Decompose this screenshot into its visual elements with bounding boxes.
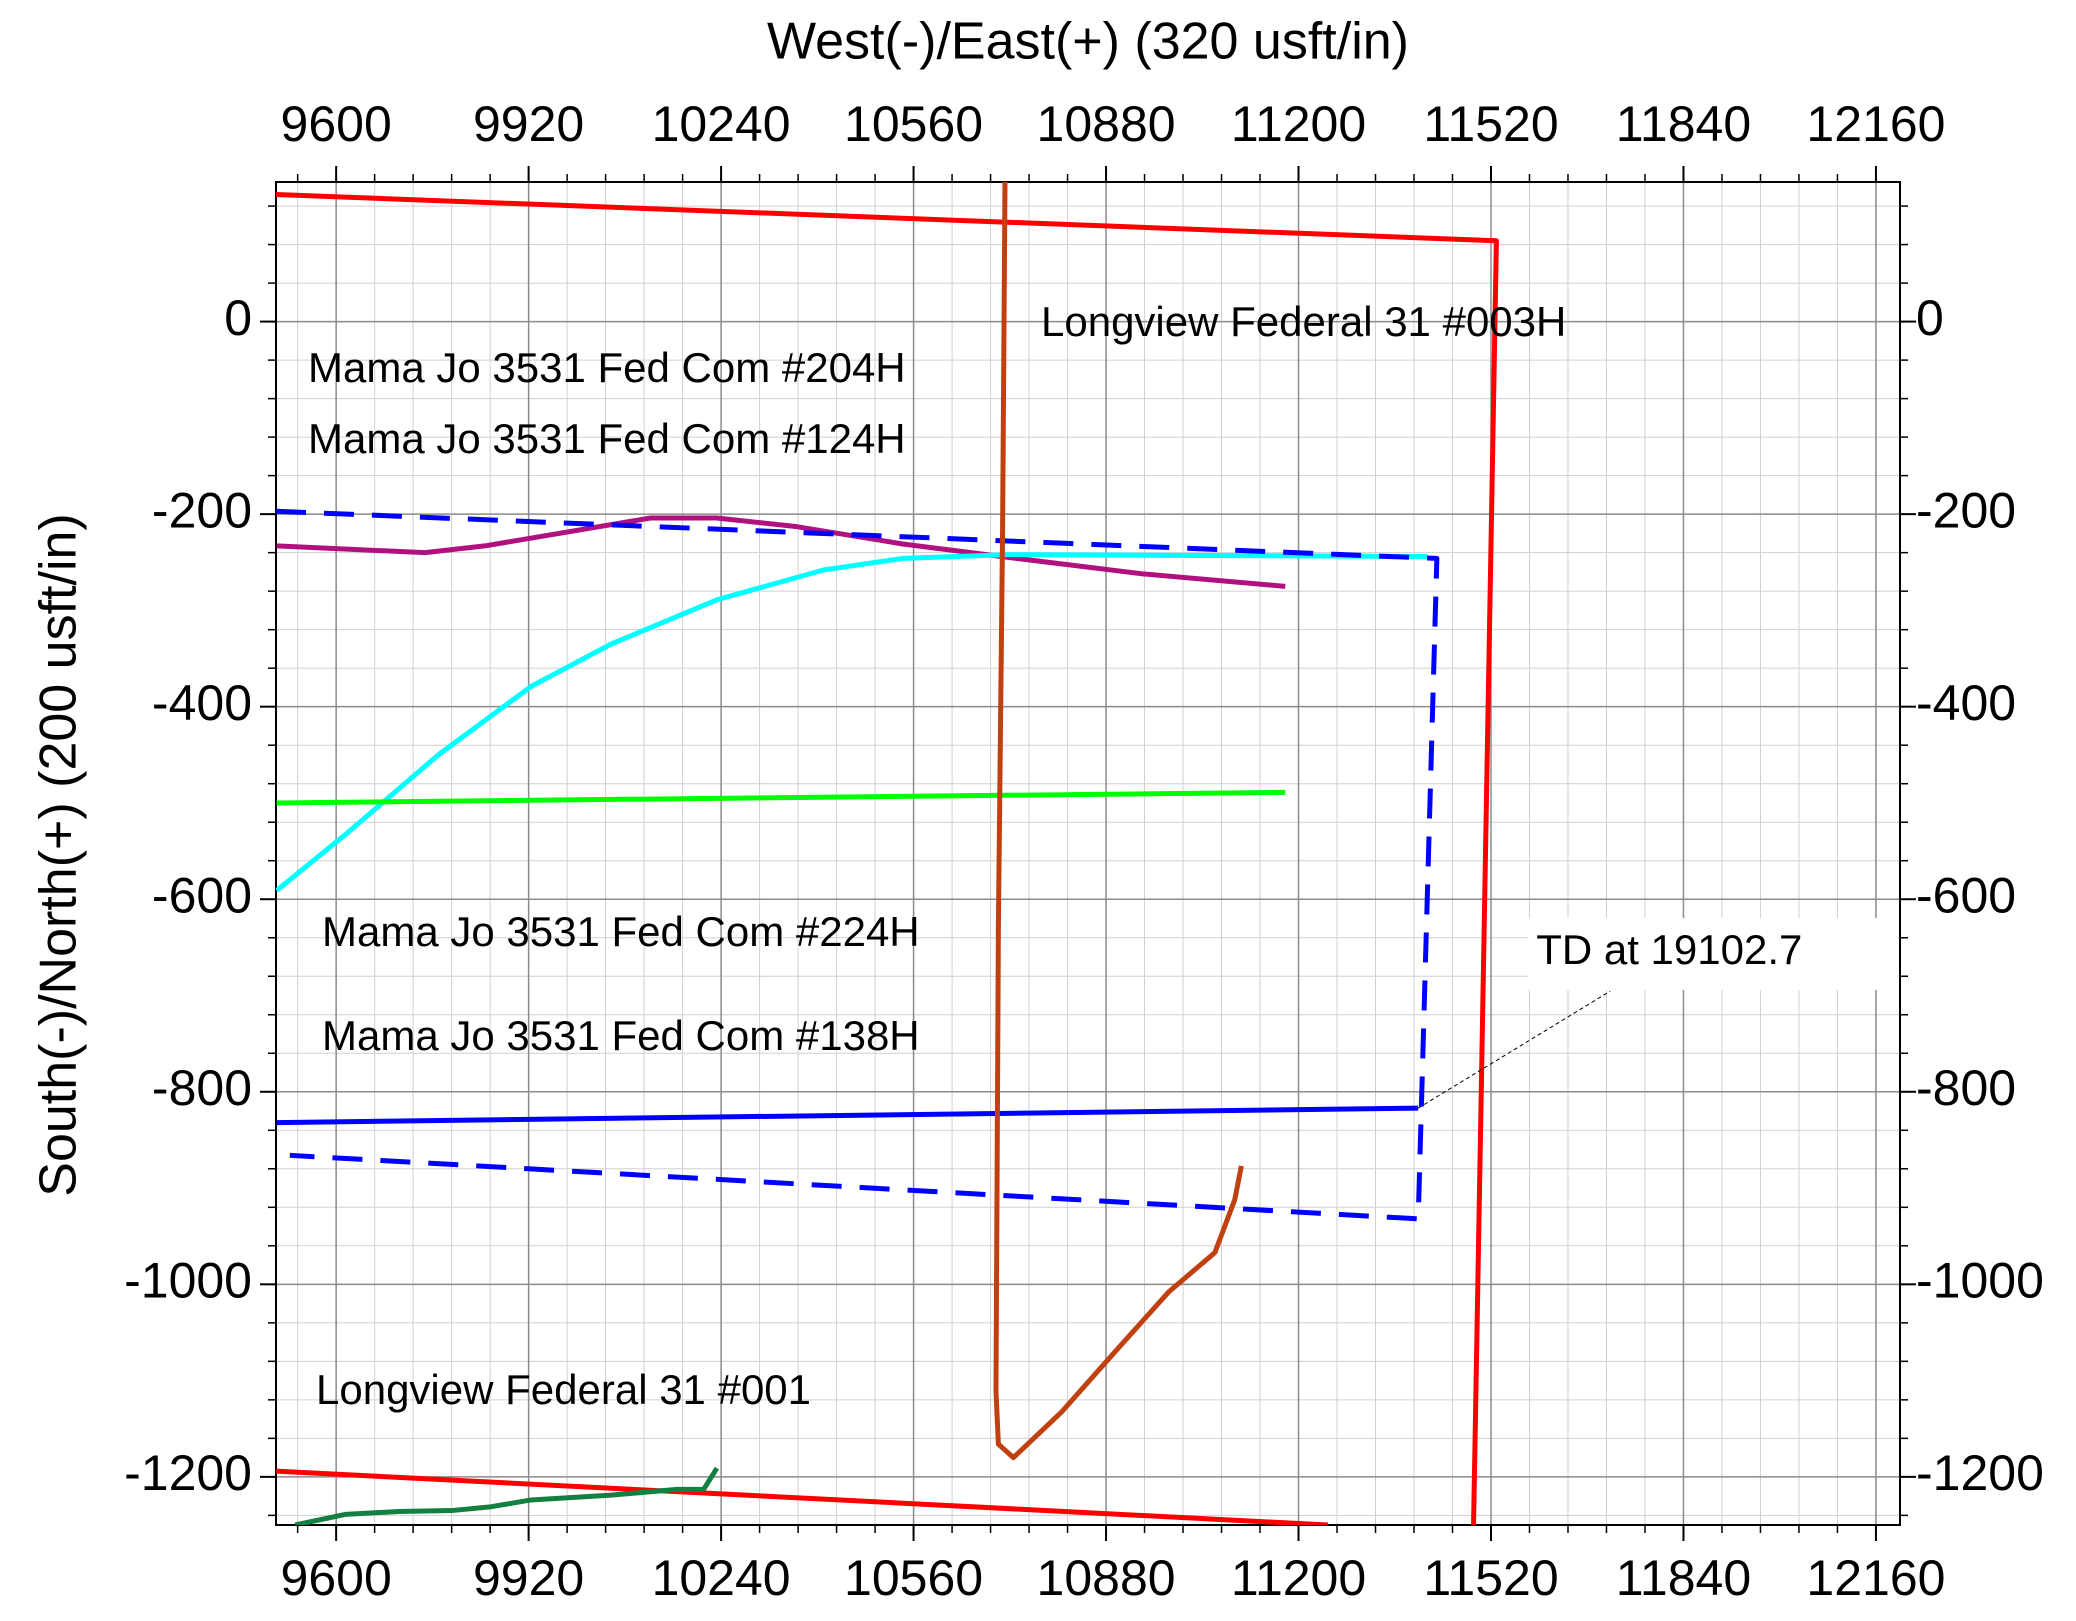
x-tick-label: 9920 <box>473 96 584 152</box>
x-tick-label: 11520 <box>1423 1550 1558 1606</box>
annotation-leader <box>1417 990 1611 1109</box>
well-label: Mama Jo 3531 Fed Com #224H <box>322 908 920 955</box>
y-tick-label: -1200 <box>1916 1445 2044 1501</box>
y-tick-label: -600 <box>1916 867 2016 923</box>
x-tick-label: 10880 <box>1037 96 1176 152</box>
y-tick-label: -1000 <box>1916 1253 2044 1309</box>
x-tick-label: 11200 <box>1231 1550 1366 1606</box>
y-tick-label: -400 <box>152 675 252 731</box>
well-path <box>276 192 1499 1525</box>
y-tick-label: -200 <box>1916 482 2016 538</box>
x-tick-label: 10240 <box>652 1550 791 1606</box>
y-tick-label: 0 <box>224 290 252 346</box>
y-tick-label: -600 <box>152 867 252 923</box>
x-tick-label: 9600 <box>281 96 392 152</box>
y-tick-label: -1000 <box>124 1253 252 1309</box>
y-tick-label: -800 <box>152 1060 252 1116</box>
x-tick-label: 10560 <box>844 1550 983 1606</box>
well-label: Mama Jo 3531 Fed Com #138H <box>322 1012 920 1059</box>
x-tick-label: 11840 <box>1616 1550 1751 1606</box>
y-tick-label: -200 <box>152 482 252 538</box>
x-tick-label: 10240 <box>652 96 791 152</box>
annotation: TD at 19102.7 <box>1536 926 1802 973</box>
well-path <box>276 1468 1329 1525</box>
well-path <box>276 552 1428 893</box>
well-label: Longview Federal 31 #003H <box>1041 298 1566 345</box>
well-path <box>276 789 1286 806</box>
well-path <box>276 508 1440 1222</box>
x-tick-label: 11840 <box>1616 96 1751 152</box>
y-tick-label: 0 <box>1916 290 1944 346</box>
well-path <box>276 1105 1419 1126</box>
x-tick-label: 10560 <box>844 96 983 152</box>
plot-area <box>276 182 1499 1525</box>
y-tick-label: -400 <box>1916 675 2016 731</box>
x-tick-label: 9920 <box>473 1550 584 1606</box>
x-tick-label: 12160 <box>1806 1550 1945 1606</box>
well-path <box>993 182 1244 1461</box>
well-path <box>276 515 1286 589</box>
y-tick-label: -1200 <box>124 1445 252 1501</box>
x-tick-label: 11520 <box>1423 96 1558 152</box>
y-axis-title: South(-)/North(+) (200 usft/in) <box>30 513 88 1196</box>
y-tick-label: -800 <box>1916 1060 2016 1116</box>
x-tick-label: 10880 <box>1037 1550 1176 1606</box>
x-axis-title: West(-)/East(+) (320 usft/in) <box>767 13 1409 71</box>
well-path <box>294 1466 720 1525</box>
x-tick-label: 12160 <box>1806 96 1945 152</box>
x-tick-label: 9600 <box>281 1550 392 1606</box>
annotation-box <box>1528 918 1899 991</box>
well-label: Mama Jo 3531 Fed Com #124H <box>308 415 906 462</box>
well-label: Longview Federal 31 #001 <box>316 1366 811 1413</box>
well-label: Mama Jo 3531 Fed Com #204H <box>308 344 906 391</box>
x-tick-label: 11200 <box>1231 96 1366 152</box>
plot-frame <box>275 181 1901 1526</box>
